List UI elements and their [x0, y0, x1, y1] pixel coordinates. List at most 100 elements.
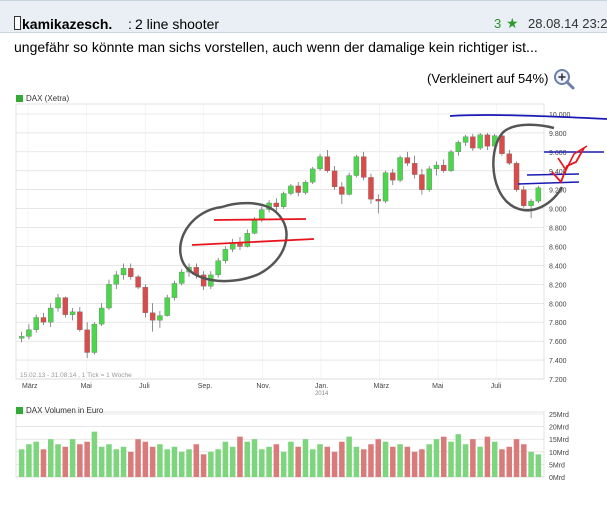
- price-x-tick-label: Juli: [139, 383, 150, 390]
- candle-body: [433, 164, 440, 170]
- volume-bar: [215, 449, 221, 477]
- volume-bar: [302, 439, 309, 477]
- volume-bar: [426, 444, 432, 477]
- annotation-blue-line-3: [517, 181, 580, 185]
- annotation-red-line-upper: [213, 218, 307, 221]
- volume-bar: [62, 446, 69, 477]
- volume-bar: [506, 446, 513, 477]
- price-y-tick-label: 8.000: [549, 301, 567, 308]
- candle-body: [18, 336, 25, 339]
- volume-bar: [251, 439, 258, 477]
- volume-bar: [26, 444, 32, 477]
- price-y-tick-label: 7.200: [549, 377, 567, 384]
- annotation-blue-line-top: [449, 114, 607, 120]
- volume-y-tick-label: 10Mrd: [549, 450, 569, 457]
- volume-bar: [193, 444, 200, 477]
- star-icon[interactable]: ★: [506, 15, 519, 31]
- price-y-tick-label: 8.400: [549, 263, 567, 270]
- username-link[interactable]: kamikazesch.: [22, 16, 113, 32]
- candle-body: [462, 136, 469, 143]
- candle-body: [200, 274, 207, 287]
- candle-body: [448, 151, 454, 171]
- volume-bar: [128, 451, 134, 477]
- price-y-tick-label: 8.600: [549, 245, 567, 252]
- post-body: ungefähr so könnte man sichs vorstellen,…: [14, 39, 538, 55]
- annotation-red-projection: [551, 147, 585, 184]
- price-legend: DAX (Xetra): [26, 94, 70, 103]
- candle-body: [84, 329, 90, 353]
- price-y-tick-label: 9.800: [549, 131, 567, 138]
- volume-bar: [288, 441, 294, 477]
- candle-body: [135, 276, 141, 288]
- candle-body: [40, 317, 47, 323]
- volume-y-tick-label: 15Mrd: [549, 437, 569, 444]
- volume-bar: [55, 444, 61, 477]
- price-x-tick-sublabel: 2014: [315, 391, 329, 397]
- candle-body: [375, 199, 381, 202]
- volume-bar: [521, 444, 527, 477]
- user-icon[interactable]: [14, 16, 21, 30]
- volume-bar: [339, 441, 345, 477]
- candle-body: [331, 170, 338, 188]
- candle-body: [411, 163, 418, 175]
- magnifier-plus-icon[interactable]: [553, 68, 575, 90]
- volume-bar: [331, 451, 338, 477]
- volume-bar: [120, 446, 127, 477]
- chart-image: DAX (Xetra) DAX Volumen in Euro 10.000 9.…: [14, 92, 607, 501]
- candle-body: [346, 175, 352, 195]
- candle-body: [484, 134, 491, 147]
- volume-bar: [411, 451, 418, 477]
- candle-body: [360, 156, 367, 178]
- volume-bar: [368, 444, 374, 477]
- candle-body: [397, 157, 403, 181]
- annotation-blue-line-2: [526, 173, 580, 176]
- candle-body: [98, 307, 105, 325]
- price-y-tick-label: 9.400: [549, 169, 567, 176]
- volume-bar: [382, 441, 389, 477]
- volume-bar: [360, 449, 367, 477]
- price-legend-swatch: [16, 95, 23, 102]
- candle-body: [382, 172, 389, 202]
- candle-body: [142, 287, 149, 313]
- price-y-tick-label: 7.800: [549, 320, 567, 327]
- volume-bar: [499, 449, 505, 477]
- price-x-tick-label: Jan.: [315, 383, 328, 390]
- candle-body: [426, 168, 432, 190]
- volume-y-tick-label: 5Mrd: [549, 462, 565, 469]
- candle-body: [157, 315, 163, 321]
- chart-info-text: 15.02.13 - 31.08.14 , 1 Tick = 1 Woche: [20, 372, 132, 379]
- candle-body: [179, 271, 185, 284]
- volume-bar: [477, 446, 483, 477]
- volume-bar: [229, 446, 236, 477]
- zoom-label: (Verkleinert auf 54%): [427, 71, 549, 86]
- candle-body: [521, 189, 527, 206]
- volume-bar: [419, 449, 425, 477]
- volume-bar: [280, 451, 287, 477]
- volume-bar: [448, 441, 454, 477]
- candle-body: [324, 156, 331, 171]
- candle-body: [62, 297, 69, 315]
- rating-count: 3: [494, 16, 502, 31]
- chart-svg: 10.000 9.800 9.600 9.400 9.200 9.000 8.800 8.60…: [15, 103, 607, 482]
- volume-bar: [186, 449, 192, 477]
- candle-body: [244, 233, 250, 247]
- volume-bar: [470, 439, 476, 477]
- volume-bar: [397, 444, 403, 477]
- annotation-red-line-lower: [191, 238, 315, 246]
- annotation-circle-right: [492, 127, 564, 212]
- price-y-tick-label: 9.000: [549, 207, 567, 214]
- candle-body: [171, 283, 178, 298]
- candle-body: [128, 268, 134, 277]
- volume-bar: [535, 454, 542, 477]
- candle-body: [106, 284, 112, 309]
- annotation-circle-right-top: [507, 123, 555, 131]
- volume-legend: DAX Volumen in Euro: [26, 406, 104, 415]
- volume-bar: [91, 431, 98, 477]
- volume-bar: [484, 436, 491, 477]
- candle-body: [455, 142, 462, 153]
- volume-bar: [375, 439, 382, 477]
- volume-bar: [222, 441, 229, 477]
- volume-bar: [113, 449, 120, 477]
- candle-body: [259, 209, 265, 221]
- volume-bar: [353, 446, 360, 477]
